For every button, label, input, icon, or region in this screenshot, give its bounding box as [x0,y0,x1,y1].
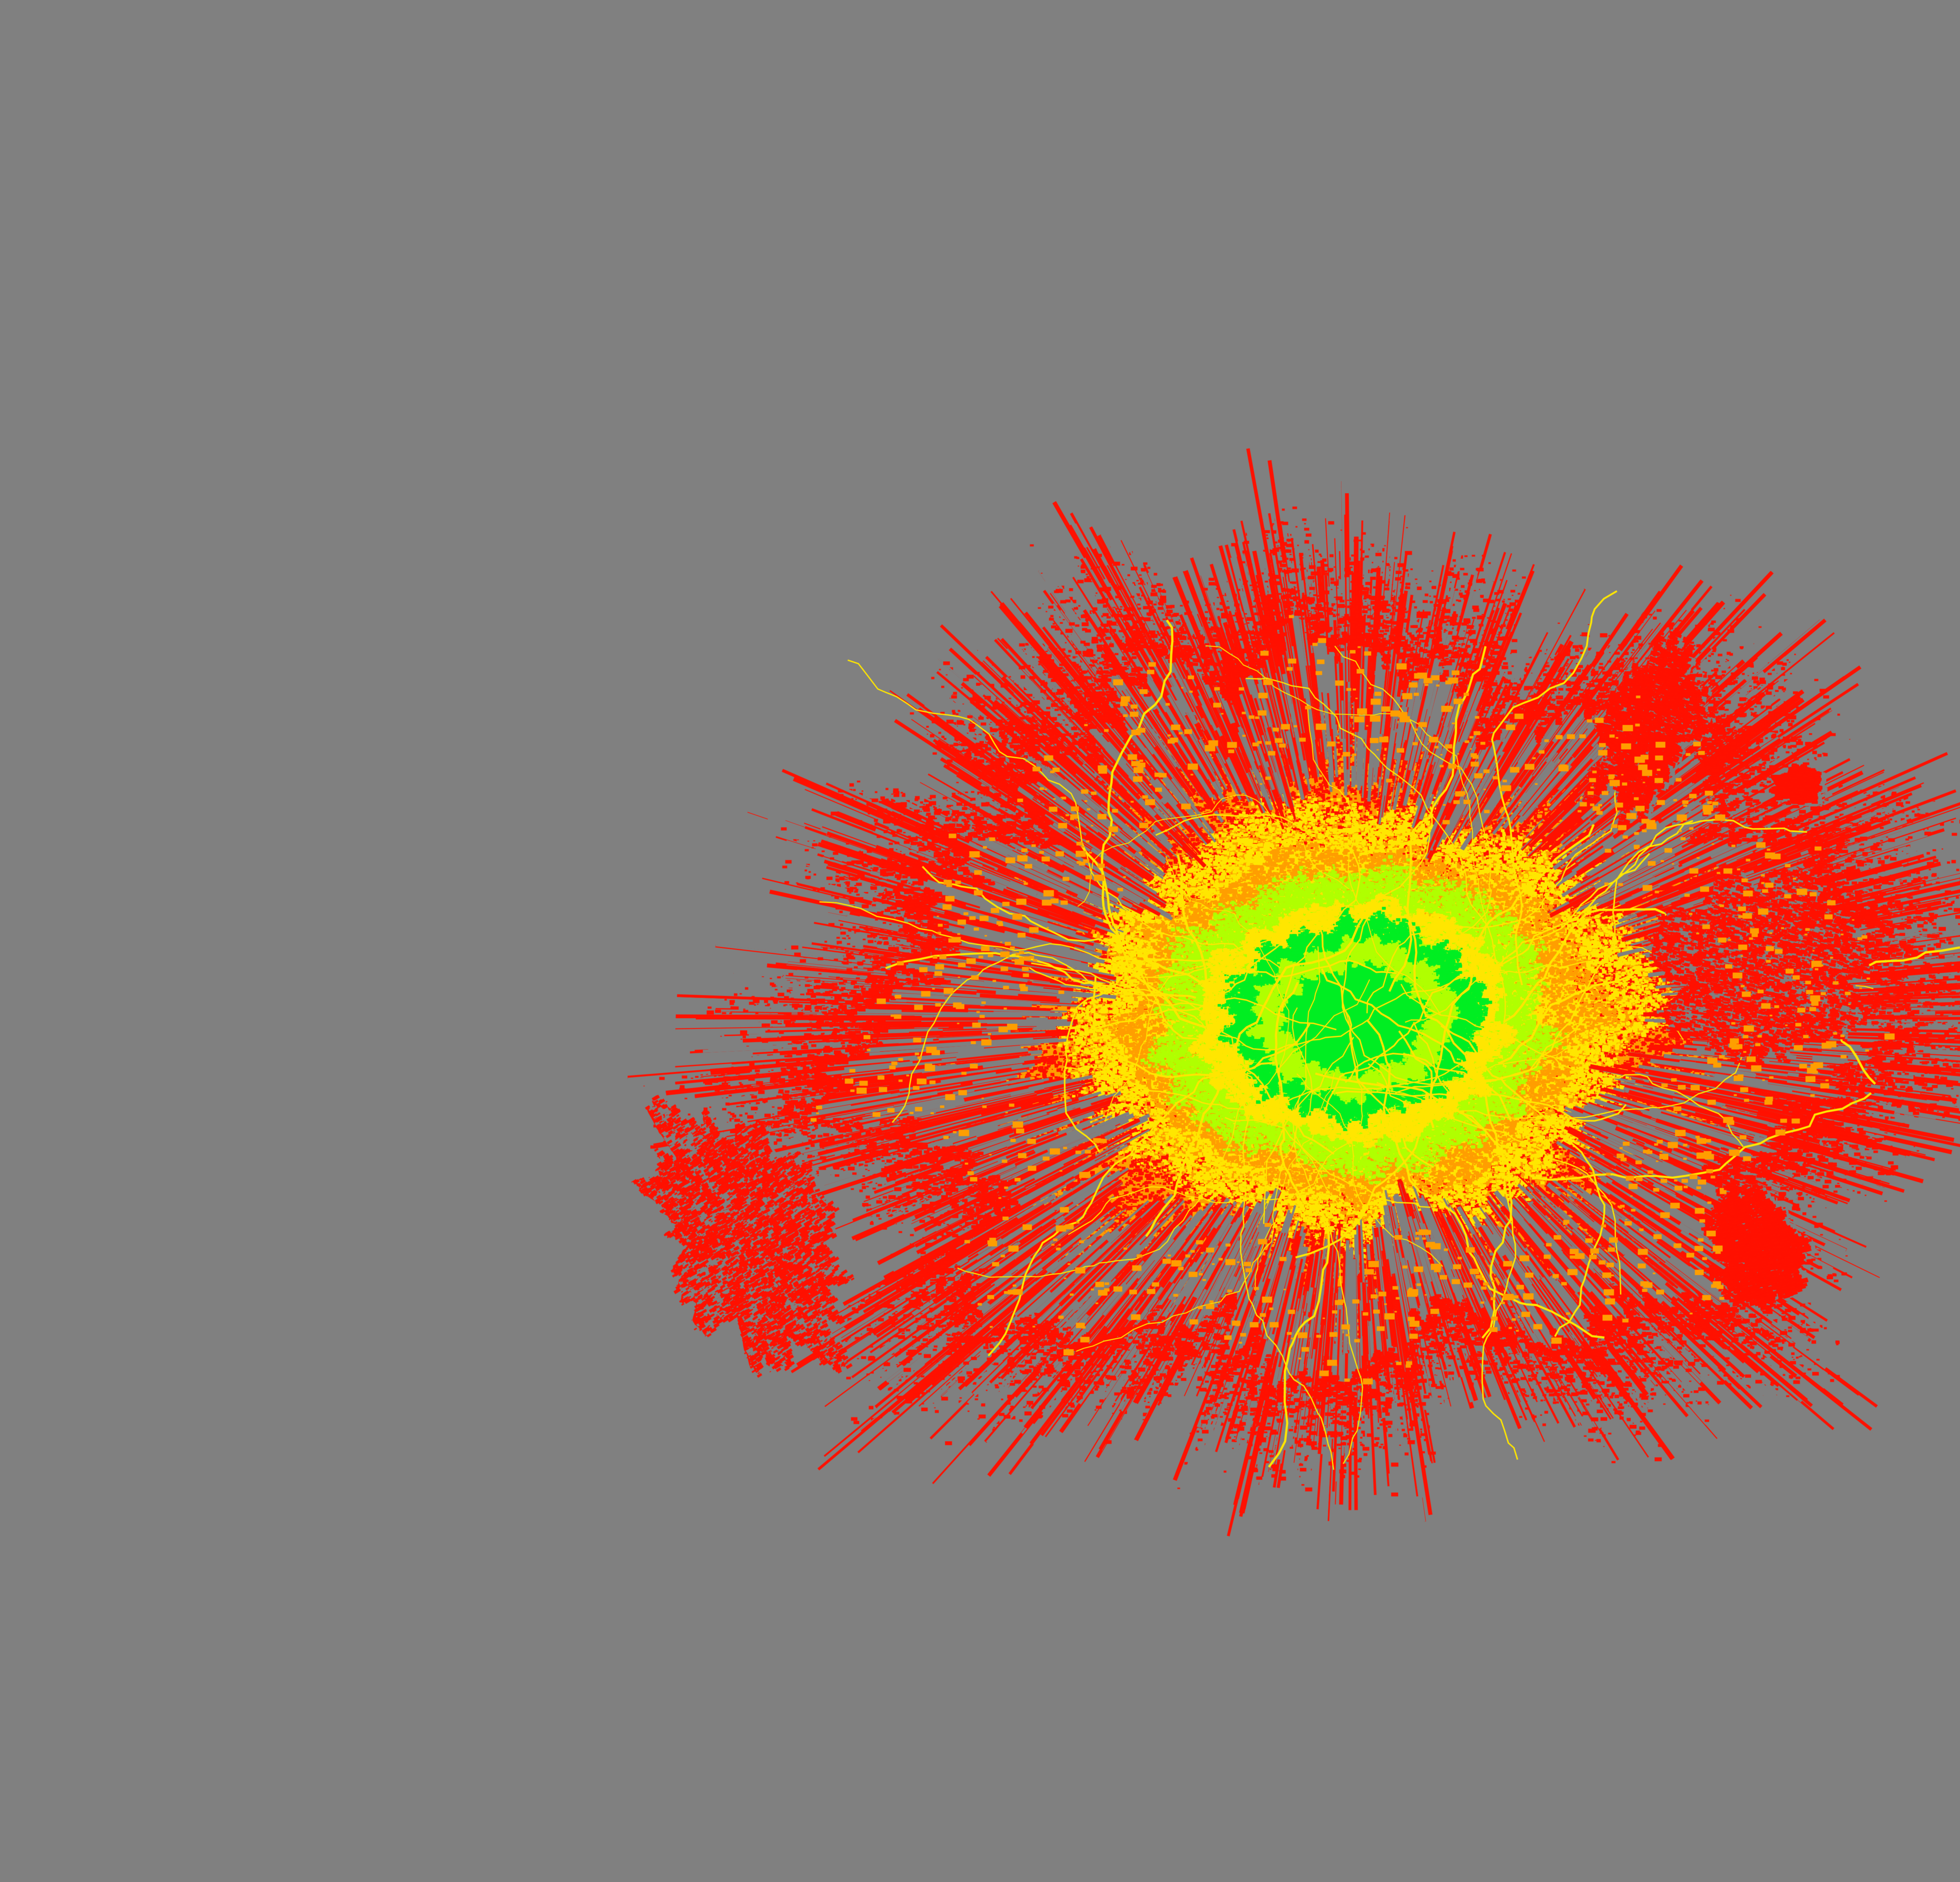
coverage-map-stage: Radio Signal Propagation Coverage Map [0,0,1960,1882]
rf-coverage-heatmap-canvas [0,0,1960,1882]
